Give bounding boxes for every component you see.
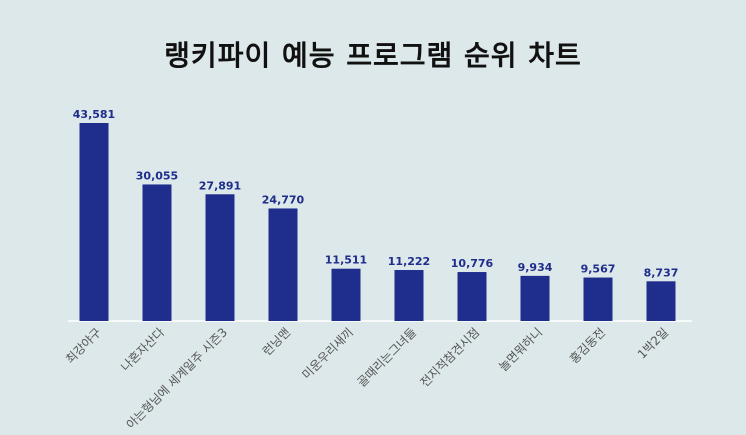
bar-value-label-2: 27,891 [199, 179, 241, 192]
category-label-9: 1박2일 [635, 325, 671, 361]
bar-value-label-7: 9,934 [518, 261, 553, 274]
chart-title: 랭키파이 예능 프로그램 순위 차트 [164, 39, 582, 72]
category-label-1: 나혼자산다 [118, 325, 167, 374]
bar-3 [268, 208, 298, 321]
bar-1 [142, 184, 172, 321]
bar-value-label-6: 10,776 [451, 257, 494, 270]
category-label-2: 아는형님에 세계일주 시즌3 [124, 325, 231, 432]
bar-6 [457, 272, 487, 321]
bar-2 [205, 194, 235, 321]
bar-value-label-8: 9,567 [581, 263, 616, 276]
bar-4 [331, 268, 361, 321]
bar-value-label-0: 43,581 [73, 108, 115, 121]
bar-7 [520, 275, 550, 321]
bar-value-label-5: 11,222 [388, 255, 430, 268]
category-label-6: 전지적참견시점 [418, 325, 483, 390]
bar-5 [394, 270, 424, 321]
bar-value-label-3: 24,770 [262, 193, 305, 206]
category-label-0: 최강야구 [63, 325, 104, 366]
bar-value-label-9: 8,737 [644, 266, 679, 279]
bar-9 [646, 281, 676, 321]
value-labels-group: 43,581 30,055 27,891 24,770 11,511 11,222 10,7… [73, 108, 679, 279]
bar-value-label-4: 11,511 [325, 254, 367, 267]
category-label-8: 홍김동전 [567, 325, 608, 366]
category-label-7: 놀면뭐하니 [496, 325, 545, 374]
bar-value-label-1: 30,055 [136, 169, 178, 182]
category-label-3: 런닝맨 [260, 325, 293, 358]
category-label-5: 골때리는그녀들 [355, 325, 420, 390]
bar-0 [79, 123, 109, 321]
bars-group [79, 123, 676, 321]
bar-8 [583, 277, 613, 321]
category-label-4: 미운우리새끼 [299, 325, 356, 382]
